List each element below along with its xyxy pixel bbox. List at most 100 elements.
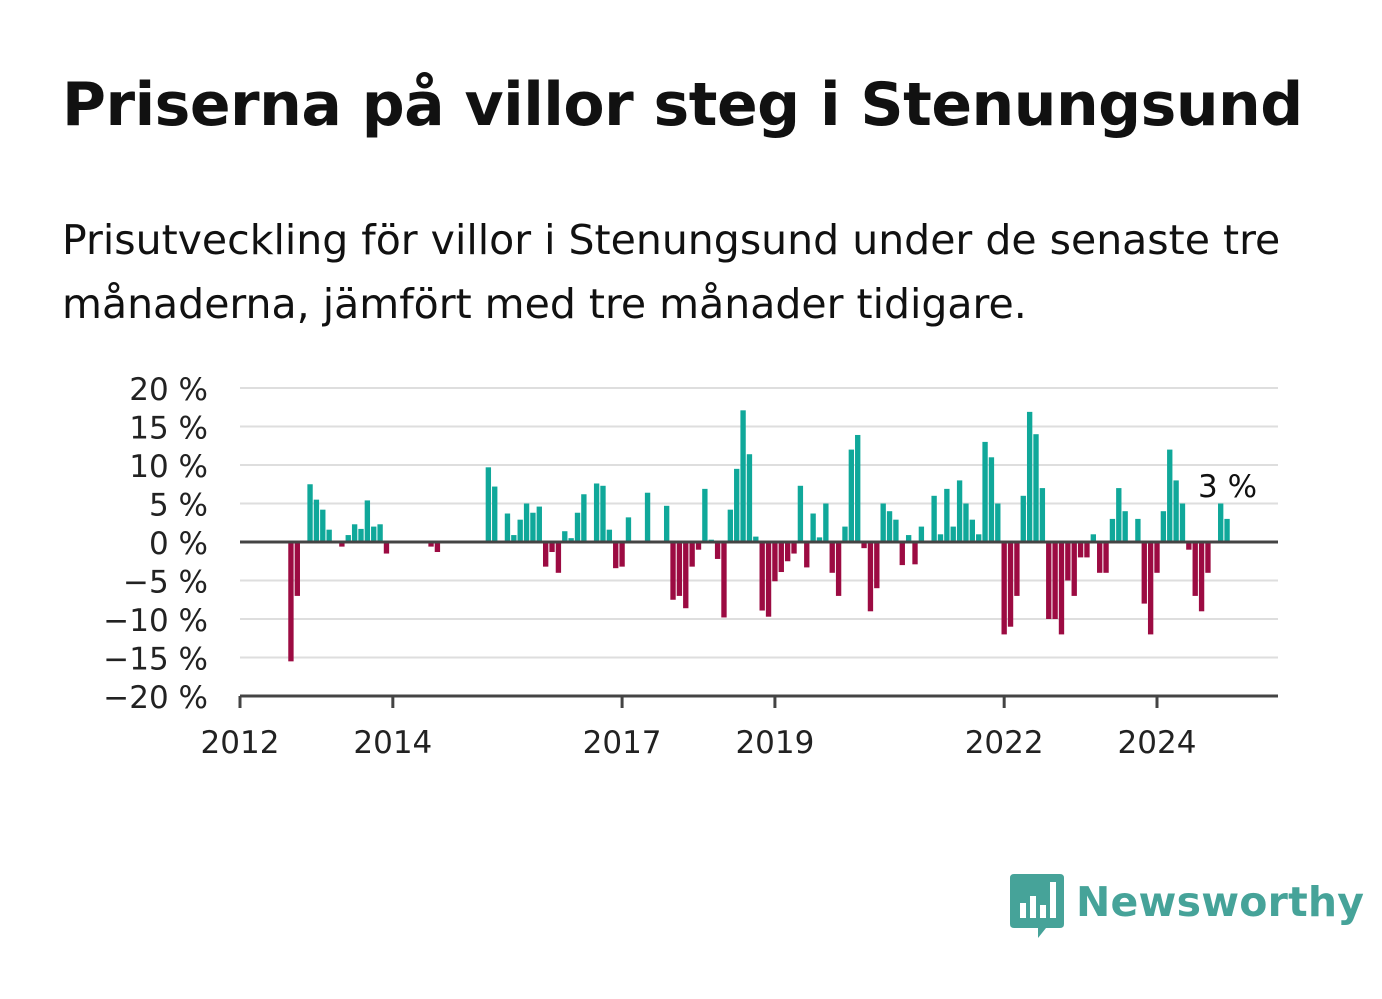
bar: [358, 528, 364, 542]
brand-logo: Newsworthy: [1010, 874, 1364, 944]
bar: [517, 519, 523, 542]
bar: [1084, 542, 1090, 558]
bar: [683, 542, 689, 609]
bar: [714, 542, 721, 559]
bar: [721, 542, 727, 618]
bar: [797, 485, 804, 542]
bar: [842, 526, 848, 542]
bar: [855, 434, 861, 542]
bar: [383, 542, 390, 554]
y-tick-label: −20 %: [103, 680, 208, 716]
bar: [364, 500, 371, 542]
bar: [1097, 542, 1103, 573]
bar: [307, 484, 313, 542]
bar: [1116, 488, 1122, 542]
bar: [976, 534, 982, 542]
bar: [1001, 542, 1007, 635]
bar: [1052, 542, 1058, 619]
bar: [1218, 503, 1224, 542]
bar: [1160, 511, 1167, 542]
chart-subtitle: Prisutveckling för villor i Stenungsund …: [62, 216, 1281, 328]
bar: [1058, 542, 1065, 635]
bar: [861, 542, 867, 549]
bar: [886, 511, 893, 542]
bar: [1046, 542, 1052, 619]
bar: [377, 524, 383, 542]
bar: [988, 457, 995, 542]
brand-name: Newsworthy: [1076, 878, 1365, 926]
bar: [931, 495, 937, 542]
bar: [593, 483, 600, 542]
latest-value-label: 3 %: [1198, 469, 1257, 505]
bar: [784, 542, 791, 562]
bar: [734, 468, 740, 542]
y-tick-label: −5 %: [123, 565, 208, 601]
bar: [320, 509, 326, 542]
bar: [956, 480, 963, 542]
bar: [492, 486, 498, 542]
bar: [345, 535, 351, 542]
bar: [1109, 518, 1116, 542]
x-tick-label: 2012: [201, 725, 280, 761]
y-tick-label: 15 %: [129, 411, 208, 447]
bar: [835, 542, 842, 596]
y-tick-label: 5 %: [149, 488, 208, 524]
bar: [504, 513, 511, 542]
bar: [695, 542, 702, 550]
bar: [772, 542, 778, 582]
bar: [848, 449, 855, 542]
y-tick-label: 10 %: [129, 449, 208, 485]
bar: [606, 529, 613, 542]
bar: [1039, 488, 1046, 542]
bar: [523, 503, 530, 542]
bar: [1141, 542, 1147, 604]
bar: [549, 542, 555, 553]
bar: [581, 494, 587, 542]
bar: [562, 531, 568, 542]
bar: [663, 505, 670, 542]
bar: [804, 542, 810, 568]
bar: [791, 542, 797, 554]
bar: [1135, 518, 1141, 542]
bar: [969, 519, 976, 542]
bar: [905, 535, 912, 542]
bar: [963, 503, 969, 542]
bar: [434, 542, 441, 553]
bar: [1071, 542, 1077, 596]
bar: [670, 542, 676, 600]
bar: [1179, 503, 1186, 542]
bar: [765, 542, 772, 617]
bar: [1147, 542, 1154, 635]
bar: [313, 499, 320, 542]
bar: [1192, 542, 1198, 596]
bar: [918, 526, 925, 542]
bar: [294, 542, 300, 596]
bar: [1167, 449, 1173, 542]
bar: [995, 503, 1001, 542]
bar: [485, 467, 492, 542]
bar: [1122, 511, 1128, 542]
bar: [644, 492, 651, 542]
bar: [1065, 542, 1071, 581]
bar: [740, 410, 746, 542]
bar: [326, 529, 332, 542]
bar: [759, 542, 765, 611]
bar: [1014, 542, 1020, 596]
bar: [823, 503, 829, 542]
bar: [899, 542, 905, 566]
bar: [1077, 542, 1084, 558]
bar: [1154, 542, 1160, 573]
bar: [746, 454, 753, 542]
bar: [810, 513, 816, 542]
bar: [1007, 542, 1014, 627]
bar: [874, 542, 880, 589]
bar: [542, 542, 549, 567]
bar: [982, 441, 988, 542]
y-tick-label: 0 %: [149, 526, 208, 562]
bar: [625, 517, 632, 542]
x-tick-label: 2014: [353, 725, 432, 761]
bar: [867, 542, 874, 612]
bar: [1173, 480, 1179, 542]
bar: [600, 485, 606, 542]
